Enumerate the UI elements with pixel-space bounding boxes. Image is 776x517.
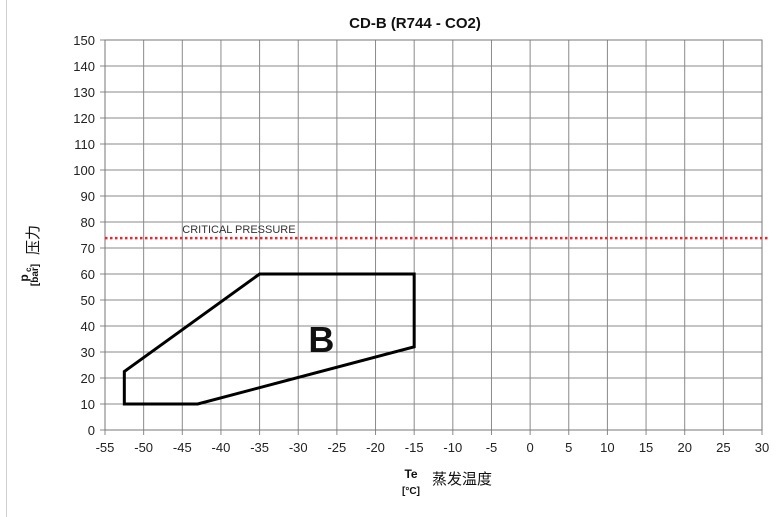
x-tick-label: 15: [639, 440, 653, 455]
y-axis-label-cn: 压力: [25, 225, 42, 255]
x-tick-label: -55: [96, 440, 115, 455]
x-axis-unit: [°C]: [402, 486, 420, 497]
envelope-label: B: [308, 319, 334, 360]
x-tick-label: 30: [755, 440, 769, 455]
chart-title: CD-B (R744 - CO2): [349, 15, 481, 32]
y-tick-label: 130: [73, 85, 95, 100]
x-axis-label-cn: 蒸发温度: [432, 471, 492, 488]
x-tick-label: 5: [565, 440, 572, 455]
critical-pressure-label: CRITICAL PRESSURE: [182, 224, 295, 236]
plot-frame: [104, 39, 763, 431]
y-tick-label: 50: [81, 293, 95, 308]
y-tick-label: 140: [73, 59, 95, 74]
y-tick-label: 40: [81, 319, 95, 334]
y-tick-label: 90: [81, 189, 95, 204]
x-tick-label: -20: [366, 440, 385, 455]
x-tick-label: 10: [600, 440, 614, 455]
y-axis-subscript: c: [24, 267, 33, 272]
y-axis-symbol: p: [17, 274, 31, 281]
y-tick-label: 70: [81, 241, 95, 256]
y-tick-label: 60: [81, 267, 95, 282]
x-tick-label: 0: [527, 440, 534, 455]
x-tick-label: -25: [327, 440, 346, 455]
left-border-rule: [6, 0, 7, 517]
y-tick-label: 100: [73, 163, 95, 178]
x-tick-label: 25: [716, 440, 730, 455]
y-axis-title: p c [bar] 压力: [17, 225, 42, 286]
x-axis-title: Te [°C] 蒸发温度: [402, 467, 492, 497]
y-tick-label: 10: [81, 397, 95, 412]
y-tick-label: 80: [81, 215, 95, 230]
y-tick-label: 0: [88, 423, 95, 438]
tick-labels: -55 -50 -45 -40 -35 -30 -25 -20 -15 -10 -5 0 5 10 15 20…: [73, 33, 769, 455]
x-tick-label: -5: [486, 440, 498, 455]
x-axis-symbol: Te: [404, 467, 417, 481]
x-tick-label: -40: [212, 440, 231, 455]
x-tick-label: -45: [173, 440, 192, 455]
x-tick-label: -10: [443, 440, 462, 455]
y-axis-unit: [bar]: [30, 264, 41, 286]
operating-envelope-b: [122, 272, 416, 406]
y-tick-label: 20: [81, 371, 95, 386]
x-tick-label: -35: [250, 440, 269, 455]
critical-pressure: CRITICAL PRESSURE: [105, 224, 768, 240]
y-tick-label: 110: [74, 137, 95, 152]
x-tick-label: 20: [677, 440, 691, 455]
x-tick-label: -15: [405, 440, 424, 455]
x-tick-label: -30: [289, 440, 308, 455]
y-tick-label: 120: [73, 111, 95, 126]
x-tick-label: -50: [134, 440, 153, 455]
y-tick-label: 150: [73, 33, 95, 48]
y-tick-label: 30: [81, 345, 95, 360]
